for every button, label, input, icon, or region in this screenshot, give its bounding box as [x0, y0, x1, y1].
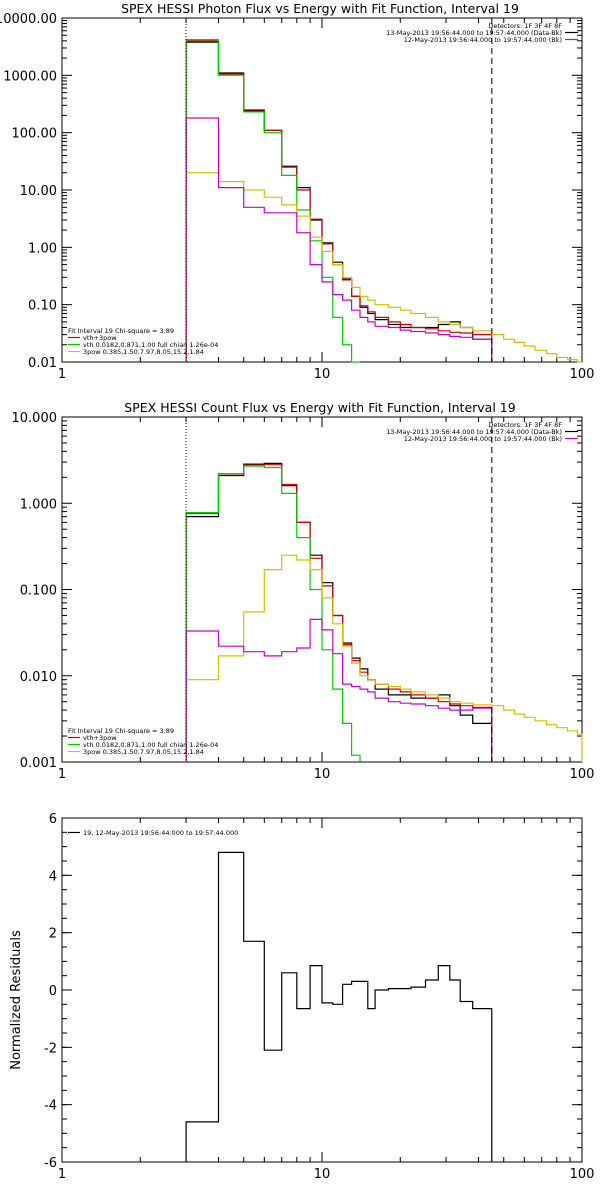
x-tick-label: 10 [314, 367, 331, 382]
series-vth-3pow [185, 40, 493, 362]
y-tick-label: 4 [49, 869, 57, 884]
y-tick-label: 1.00 [28, 241, 57, 256]
y-tick-label: 0.100 [20, 584, 57, 599]
y-tick-label: 6 [49, 812, 57, 827]
legend-entry: 12-May-2013 19:56:44.000 to 19:57:44.000… [404, 435, 562, 443]
legend-entry: Detectors: 1F 3F 4F 8F [488, 22, 562, 30]
series-data-bk [185, 462, 493, 762]
x-tick-label: 100 [570, 1167, 595, 1182]
legend-entry: 3pow 0.385,1.50,7.97,8.05,15.2,1.84 [83, 348, 204, 356]
legend-entry: 13-May-2013 19:56:44.000 to 19:57:44.000… [386, 428, 562, 436]
y-tick-label: 1.000 [20, 497, 57, 512]
series-bk [185, 117, 493, 362]
x-tick-label: 10 [314, 1167, 331, 1182]
series-bk [185, 618, 493, 762]
series-3pow [185, 554, 583, 762]
series-vth [185, 465, 361, 762]
legend-entry: Detectors: 1F 3F 4F 8F [488, 421, 562, 429]
x-tick-label: 1 [58, 767, 66, 782]
legend-entry: Fit Interval 19 Chi-square = 3.89 [68, 327, 174, 335]
legend-entry: 13-May-2013 19:56:44.000 to 19:57:44.000… [386, 29, 562, 37]
chart-title: SPEX HESSI Photon Flux vs Energy with Fi… [121, 1, 519, 16]
legend-entry: 19, 12-May-2013 19:56:44.000 to 19:57:44… [83, 829, 238, 837]
y-tick-label: 0.01 [28, 356, 57, 371]
legend-entry: vth 0.0182,0.871,1.00 full chian 1.26e-0… [83, 741, 218, 749]
legend-entry: 12-May-2013 19:56:44.000 to 19:57:44.000… [404, 36, 562, 44]
y-tick-label: 10.000 [12, 411, 58, 426]
legend-entry: vth+3pow [83, 334, 117, 342]
y-tick-label: 100.00 [12, 127, 58, 142]
y-tick-label: 10.00 [20, 184, 57, 199]
count-flux-panel: SPEX HESSI Count Flux vs Energy with Fit… [12, 400, 595, 782]
y-tick-label: 2 [49, 927, 57, 942]
x-tick-label: 100 [570, 367, 595, 382]
chart-title: SPEX HESSI Count Flux vs Energy with Fit… [124, 400, 515, 415]
series-19-12-may-2013-19-56-44-000-to-19-57-44-000 [185, 851, 493, 1162]
y-axis-label: Normalized Residuals [9, 930, 24, 1070]
y-tick-label: 0 [49, 984, 57, 999]
x-tick-label: 1 [58, 1167, 66, 1182]
y-tick-label: -4 [44, 1099, 57, 1114]
series-3pow [185, 172, 582, 363]
legend-entry: vth 0.0182,0.871,1.00 full chian 1.26e-0… [83, 341, 218, 349]
y-tick-label: 1000.00 [3, 69, 57, 84]
legend-entry: Fit Interval 19 Chi-square = 3.89 [68, 727, 174, 735]
x-tick-label: 1 [58, 367, 66, 382]
y-tick-label: 0.010 [20, 670, 57, 685]
y-tick-label: 0.001 [20, 756, 57, 771]
x-tick-label: 10 [314, 767, 331, 782]
y-tick-label: -2 [44, 1041, 57, 1056]
photon-flux-panel: SPEX HESSI Photon Flux vs Energy with Fi… [0, 1, 594, 382]
residuals-panel: Normalized Residuals 1 10 100 -6 -4 -2 0 2 4 6 19,… [9, 812, 594, 1182]
y-tick-label: 10000.00 [0, 12, 57, 27]
y-tick-label: -6 [44, 1156, 57, 1171]
legend-entry: 3pow 0.385,1.50,7.97,8.05,15.2,1.84 [83, 748, 204, 756]
legend-entry: vth+3pow [83, 734, 117, 742]
y-tick-label: 0.10 [28, 299, 57, 314]
x-tick-label: 100 [570, 767, 595, 782]
